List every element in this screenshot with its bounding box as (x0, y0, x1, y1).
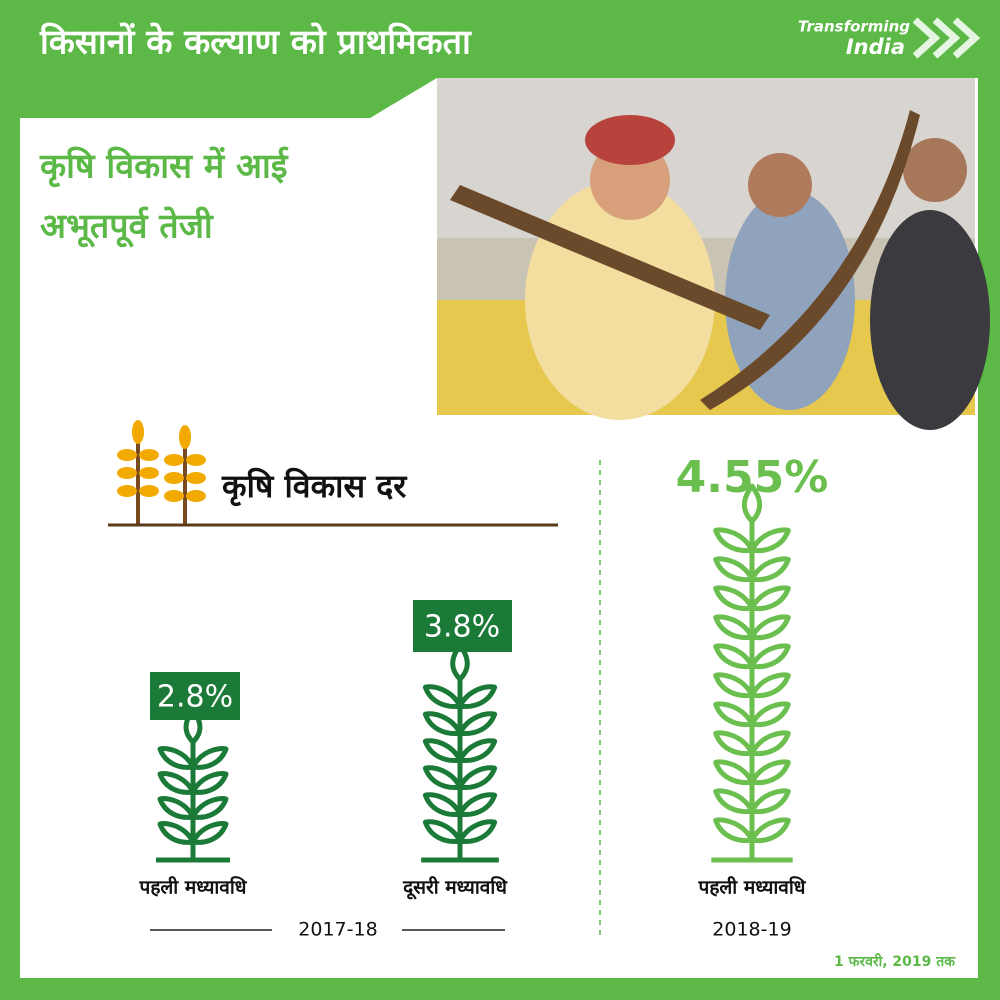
value-box (150, 672, 240, 720)
leaf (749, 788, 791, 815)
leaf (157, 746, 196, 770)
item-label: पहली मध्यावधि (139, 876, 248, 899)
leaf (749, 701, 791, 728)
leaf (749, 759, 791, 786)
leaf (457, 819, 498, 844)
leaf (457, 684, 498, 709)
leaf (457, 711, 498, 736)
leaf (157, 821, 196, 845)
leaf (422, 819, 463, 844)
logo-text: Transforming (798, 18, 910, 36)
value-box (413, 600, 512, 652)
bud (741, 483, 763, 523)
leaf (713, 788, 755, 815)
period: 2018-19 (712, 919, 791, 941)
leaf (157, 771, 196, 795)
leaf (422, 684, 463, 709)
leaf (713, 701, 755, 728)
leaf (157, 796, 196, 820)
leaf (713, 672, 755, 699)
leaf (713, 817, 755, 844)
photo (437, 78, 990, 430)
leaf (749, 730, 791, 757)
leaf (713, 759, 755, 786)
leaf (457, 792, 498, 817)
leaf (190, 821, 229, 845)
leaf (713, 556, 755, 583)
leaf (422, 738, 463, 763)
leaf (749, 585, 791, 612)
leaf (713, 614, 755, 641)
logo-text: India (846, 35, 905, 59)
plant-icon (711, 483, 793, 863)
leaf (749, 556, 791, 583)
leaf (749, 817, 791, 844)
leaf (457, 765, 498, 790)
plant-icon (421, 643, 499, 863)
leaf (190, 746, 229, 770)
headline: कृषि विकास में आई (39, 146, 290, 188)
section-title: कृषि विकास दर (221, 467, 408, 507)
leaf (190, 796, 229, 820)
leaf (749, 643, 791, 670)
logo: Transforming India (798, 17, 981, 59)
leaf (749, 672, 791, 699)
leaf (749, 527, 791, 554)
item-label: पहली मध्यावधि (698, 876, 807, 899)
value-label: 2.8% (157, 680, 233, 715)
headline: अभूतपूर्व तेजी (40, 206, 214, 249)
item-label: दूसरी मध्यावधि (402, 876, 508, 901)
leaf (190, 771, 229, 795)
leaf (422, 711, 463, 736)
title: किसानों के कल्याण को प्राथमिकता (39, 22, 472, 63)
leaf (713, 585, 755, 612)
leaf (457, 738, 498, 763)
leaf (713, 643, 755, 670)
wheat-icon (117, 420, 206, 524)
plant-icon (156, 707, 230, 863)
leaf (422, 765, 463, 790)
period: 2017-18 (298, 919, 377, 941)
leaf (749, 614, 791, 641)
leaf (713, 527, 755, 554)
leaf (422, 792, 463, 817)
value-label: 3.8% (424, 610, 500, 645)
footnote: 1 फरवरी, 2019 तक (834, 953, 956, 970)
value-label: 4.55% (676, 452, 829, 503)
leaf (713, 730, 755, 757)
